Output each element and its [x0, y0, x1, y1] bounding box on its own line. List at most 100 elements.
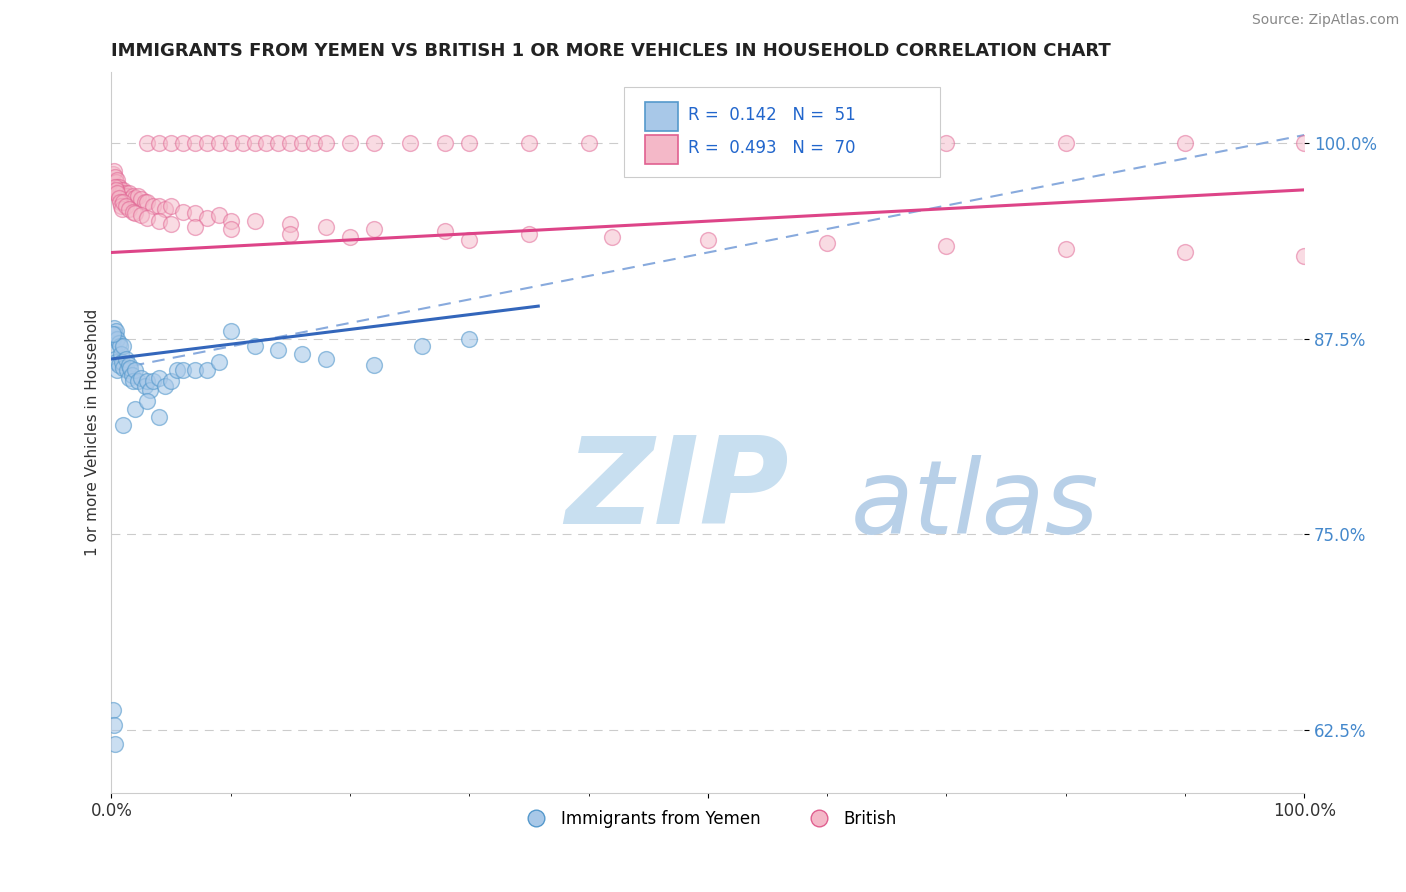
Point — [398, 136, 420, 150]
Point — [637, 136, 659, 150]
Point — [160, 374, 183, 388]
Point — [138, 384, 160, 398]
Point — [434, 223, 457, 237]
Point — [107, 336, 129, 351]
Point — [112, 339, 135, 353]
FancyBboxPatch shape — [644, 135, 678, 164]
Point — [935, 239, 957, 253]
Point — [184, 206, 207, 220]
Point — [115, 363, 138, 377]
Point — [1294, 249, 1316, 263]
Point — [267, 343, 290, 357]
Y-axis label: 1 or more Vehicles in Household: 1 or more Vehicles in Household — [86, 309, 100, 557]
Point — [118, 370, 141, 384]
Point — [153, 378, 176, 392]
Point — [112, 183, 135, 197]
Text: Source: ZipAtlas.com: Source: ZipAtlas.com — [1251, 13, 1399, 28]
Point — [1054, 136, 1077, 150]
Point — [111, 355, 134, 369]
Point — [232, 136, 254, 150]
Point — [517, 136, 540, 150]
Point — [278, 217, 301, 231]
Point — [363, 222, 385, 236]
Point — [101, 326, 124, 341]
Point — [103, 179, 125, 194]
Point — [108, 195, 131, 210]
Point — [458, 332, 481, 346]
Point — [101, 332, 124, 346]
Point — [105, 355, 128, 369]
Point — [111, 202, 134, 216]
Point — [121, 368, 143, 382]
Point — [124, 191, 146, 205]
Point — [148, 214, 170, 228]
Point — [142, 374, 165, 388]
Point — [112, 361, 135, 376]
Point — [124, 206, 146, 220]
Point — [127, 374, 149, 388]
Point — [103, 343, 125, 357]
Point — [114, 186, 136, 200]
Point — [243, 214, 266, 228]
Point — [291, 136, 314, 150]
Point — [315, 136, 337, 150]
Point — [122, 204, 145, 219]
Point — [815, 136, 838, 150]
Point — [339, 230, 361, 244]
Point — [696, 136, 718, 150]
Legend: Immigrants from Yemen, British: Immigrants from Yemen, British — [512, 804, 904, 835]
Text: R =  0.142   N =  51: R = 0.142 N = 51 — [688, 106, 855, 124]
Point — [105, 175, 128, 189]
Point — [101, 167, 124, 181]
Point — [105, 179, 128, 194]
Text: IMMIGRANTS FROM YEMEN VS BRITISH 1 OR MORE VEHICLES IN HOUSEHOLD CORRELATION CHA: IMMIGRANTS FROM YEMEN VS BRITISH 1 OR MO… — [111, 42, 1111, 60]
Point — [458, 233, 481, 247]
Point — [129, 370, 152, 384]
Point — [1174, 245, 1197, 260]
Point — [136, 394, 159, 409]
Point — [104, 179, 127, 194]
Point — [115, 189, 138, 203]
Point — [101, 703, 124, 717]
Point — [166, 363, 188, 377]
Point — [105, 363, 128, 377]
Point — [256, 136, 278, 150]
Point — [104, 737, 127, 751]
Point — [458, 136, 481, 150]
Point — [160, 198, 183, 212]
Point — [107, 186, 129, 200]
Point — [120, 192, 142, 206]
Point — [302, 136, 325, 150]
Point — [172, 136, 194, 150]
Point — [108, 186, 131, 200]
Point — [278, 227, 301, 241]
Point — [243, 339, 266, 353]
Point — [129, 208, 152, 222]
Point — [578, 136, 600, 150]
Point — [134, 195, 156, 210]
Point — [122, 374, 145, 388]
Text: R =  0.493   N =  70: R = 0.493 N = 70 — [688, 139, 855, 157]
Point — [118, 358, 141, 372]
Point — [124, 363, 146, 377]
Point — [195, 211, 218, 225]
Point — [110, 347, 132, 361]
Point — [107, 191, 129, 205]
Point — [104, 170, 127, 185]
Point — [136, 211, 159, 225]
Point — [112, 417, 135, 432]
Point — [118, 186, 141, 200]
Point — [129, 192, 152, 206]
Point — [122, 189, 145, 203]
Point — [172, 363, 194, 377]
Point — [184, 136, 207, 150]
Point — [208, 208, 231, 222]
Point — [160, 217, 183, 231]
Point — [101, 183, 124, 197]
FancyBboxPatch shape — [644, 102, 678, 131]
Point — [1054, 243, 1077, 257]
Point — [315, 351, 337, 366]
Point — [105, 324, 128, 338]
Point — [136, 195, 159, 210]
Text: atlas: atlas — [851, 455, 1099, 555]
